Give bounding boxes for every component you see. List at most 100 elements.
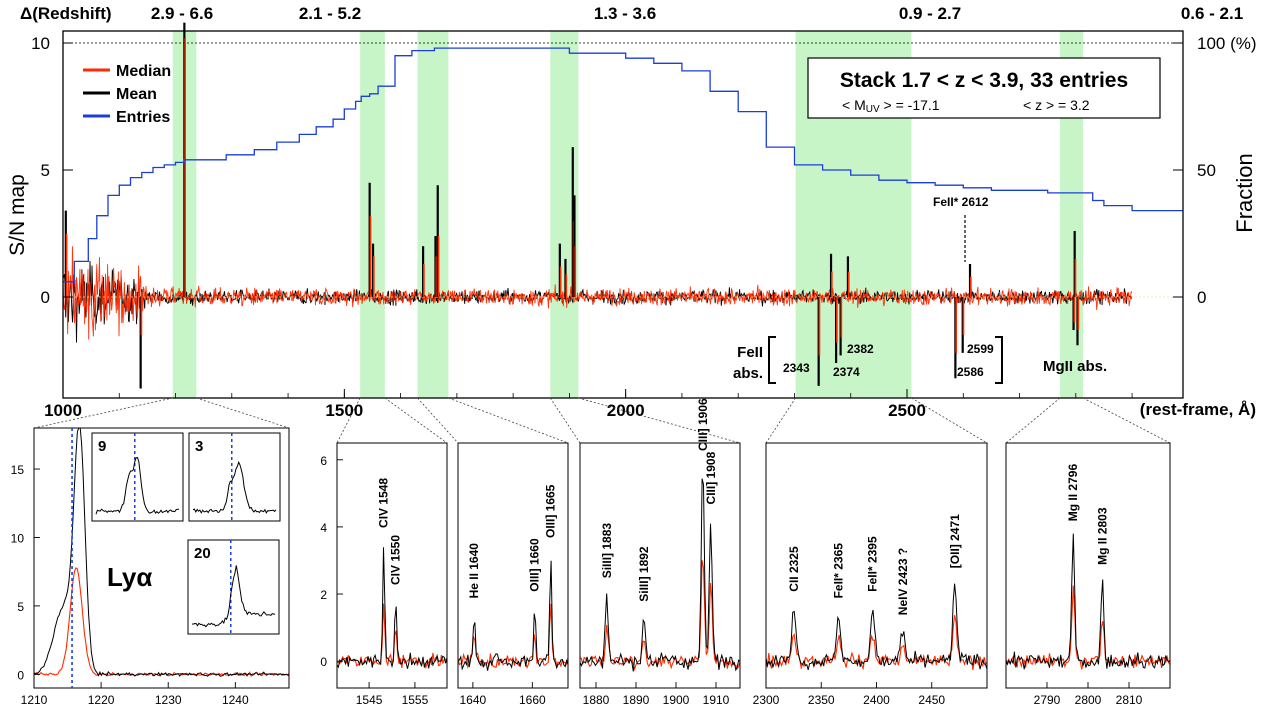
connector-1 xyxy=(196,397,290,429)
lya-inset-frame-1 xyxy=(188,432,281,522)
main-xlabel: (rest-frame, Å) xyxy=(1140,400,1256,419)
mgii-panel-mean-trace xyxy=(1005,533,1171,670)
lya-panel-x-tick-label-1: 1220 xyxy=(88,693,115,707)
mgii-panel-x-tick-label-1: 2800 xyxy=(1075,693,1102,707)
lya-inset-trace-1 xyxy=(192,460,277,514)
lya-inset-trace-2 xyxy=(191,565,276,628)
lya-inset-label-2: 20 xyxy=(194,545,211,562)
main-y2label: Fraction xyxy=(1232,153,1257,232)
connector-8 xyxy=(765,397,796,444)
top-tick-label-0: 2.9 - 6.6 xyxy=(151,4,213,23)
connector-3 xyxy=(384,397,448,444)
info-box-muv: < MUV > = -17.1 xyxy=(842,97,940,115)
mgii-panel-bg xyxy=(1006,443,1170,688)
feii-panel-x-tick-label-3: 2450 xyxy=(918,693,945,707)
y2-tick-label-0: 0 xyxy=(1197,288,1206,307)
civ-panel-line-label-0: CIV 1548 xyxy=(377,478,391,528)
civ-panel-line-label-1: CIV 1550 xyxy=(389,535,403,585)
highlight-band-1 xyxy=(360,31,385,398)
ciii-panel-line-label-3: CIII] 1908 xyxy=(704,451,718,504)
civ-panel-frame xyxy=(336,442,448,689)
lya-inset-trace-0 xyxy=(95,456,180,515)
stack-info-box: Stack 1.7 < z < 3.9, 33 entries < MUV > … xyxy=(807,57,1161,119)
heii-panel-x-tick-label-0: 1640 xyxy=(460,693,487,707)
x-tick-label-2: 2000 xyxy=(607,401,645,420)
feii-panel-line-label-0: CII 2325 xyxy=(787,546,801,592)
feii-star-2612-label: FeII* 2612 xyxy=(933,195,989,209)
feii-panel-mean-trace xyxy=(765,583,988,671)
ciii-panel-x-tick-label-1: 1890 xyxy=(623,693,650,707)
median-noise-trace xyxy=(62,246,1133,340)
mgii-panel-line-label-1: Mg II 2803 xyxy=(1095,507,1109,565)
civ-panel: 1545 1555 0 2 4 6 CIV 1548 CIV 1550 xyxy=(320,442,448,707)
zoom-connectors xyxy=(33,397,1171,444)
feii-panel-line-label-3: NeIV 2423 ? xyxy=(896,548,910,615)
feii-panel: 2300 2350 2400 2450 CII 2325 FeII* 2365 FeII* … xyxy=(753,442,988,707)
legend-median-label: Median xyxy=(116,63,171,80)
lya-panel-y-tick-label-0: 0 xyxy=(17,668,24,682)
info-box-title: Stack 1.7 < z < 3.9, 33 entries xyxy=(840,69,1128,92)
mgii-abs-label: MgII abs. xyxy=(1043,358,1107,375)
lya-panel-x-tick-label-3: 1240 xyxy=(222,693,249,707)
heii-panel-x-tick-label-1: 1660 xyxy=(519,693,546,707)
feii-left-bracket xyxy=(768,336,776,384)
mgii-panel-x-tick-label-2: 2810 xyxy=(1116,693,1143,707)
connector-2 xyxy=(336,397,361,444)
main-axis-ticks: 1000 1500 2000 2500 0 5 10 0 50 100 (%) 2.9 - 6.6 2… xyxy=(31,4,1256,420)
civ-panel-bg xyxy=(337,443,447,688)
heii-panel-line-label-0: He II 1640 xyxy=(467,543,481,599)
ciii-panel-x-tick-label-0: 1880 xyxy=(583,693,610,707)
lya-panel-mean-trace xyxy=(33,427,290,677)
feii-2343-label: 2343 xyxy=(783,361,810,375)
heii-panel-line-label-1: OIII] 1660 xyxy=(528,538,542,592)
feii-abs-label: FeII xyxy=(737,344,763,361)
lya-panel-x-tick-label-0: 1210 xyxy=(21,693,48,707)
civ-panel-y-tick-label-1: 2 xyxy=(320,588,327,602)
lya-inset-frame-0 xyxy=(91,432,184,522)
lya-panel-y-tick-label-2: 10 xyxy=(11,531,25,545)
legend-entries-label: Entries xyxy=(116,109,170,126)
ciii-panel: 1880 1890 1900 1910 SiIII] 1883 SiIII] 1892 CI… xyxy=(579,398,741,707)
absorption-annotations: FeII abs. 2343 2374 2382 2586 2599 MgII … xyxy=(733,195,1107,384)
civ-panel-y-tick-label-0: 0 xyxy=(320,655,327,669)
lya-panel-y-tick-label-3: 15 xyxy=(11,463,25,477)
top-tick-label-1: 2.1 - 5.2 xyxy=(299,4,361,23)
top-axis-title: Δ(Redshift) xyxy=(20,4,112,23)
lya-panel-x-tick-label-2: 1230 xyxy=(155,693,182,707)
heii-panel-mean-trace xyxy=(457,560,569,671)
feii-panel-line-label-4: [OII] 2471 xyxy=(948,514,962,568)
lya-inset-frame-2 xyxy=(187,539,280,635)
ciii-panel-x-tick-label-2: 1900 xyxy=(663,693,690,707)
ciii-panel-line-label-1: SiIII] 1892 xyxy=(637,546,651,602)
top-tick-label-4: 0.6 - 2.1 xyxy=(1181,4,1243,23)
highlight-band-2 xyxy=(417,31,449,398)
top-tick-label-2: 1.3 - 3.6 xyxy=(594,4,656,23)
info-box-frame xyxy=(807,57,1161,119)
lya-inset-2: 20 xyxy=(187,539,280,635)
feii-panel-x-tick-label-2: 2400 xyxy=(863,693,890,707)
info-box-zmean: < z > = 3.2 xyxy=(1023,97,1090,113)
feii-abs-label-2: abs. xyxy=(733,365,763,382)
x-tick-label-3: 2500 xyxy=(888,401,926,420)
lya-panel-y-tick-label-1: 5 xyxy=(17,600,24,614)
mgii-panel-x-tick-label-0: 2790 xyxy=(1034,693,1061,707)
y2-tick-label-2: 100 (%) xyxy=(1197,34,1257,53)
y2-tick-label-1: 50 xyxy=(1197,161,1216,180)
feii-2599-label: 2599 xyxy=(967,342,994,356)
main-frame xyxy=(62,30,1184,399)
lya-panel: 1210 1220 1230 1240 0 5 10 15 Lyα 9 3 20 xyxy=(11,427,290,707)
mgii-panel-line-label-0: Mg II 2796 xyxy=(1066,464,1080,522)
main-noise-traces xyxy=(62,246,1183,343)
feii-2382-label: 2382 xyxy=(847,342,874,356)
ciii-panel-line-label-2: CIII] 1906 xyxy=(696,398,710,451)
lya-inset-1: 3 xyxy=(188,432,281,522)
connector-9 xyxy=(911,397,988,444)
feii-panel-x-tick-label-1: 2350 xyxy=(808,693,835,707)
main-line-spikes xyxy=(64,22,1080,389)
x-tick-label-1: 1500 xyxy=(325,401,363,420)
connector-6 xyxy=(549,397,581,444)
civ-panel-mean-trace xyxy=(336,547,448,669)
